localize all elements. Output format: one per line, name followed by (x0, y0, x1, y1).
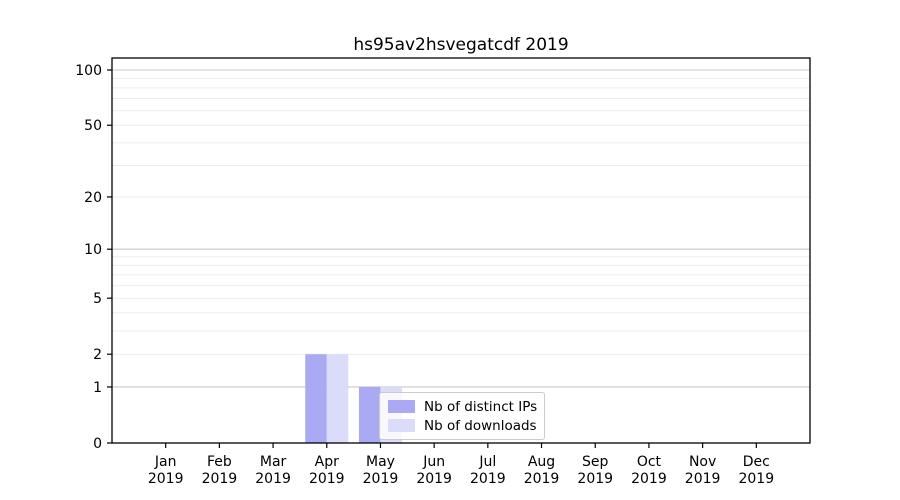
bar-apr-distinct-ips (305, 354, 327, 443)
x-tick-label-year-may: 2019 (363, 471, 399, 487)
x-tick-label-month-jul: Jul (478, 454, 496, 470)
x-tick-label-year-feb: 2019 (202, 471, 238, 487)
plot-border (111, 57, 811, 444)
x-tick-label-month-mar: Mar (260, 454, 287, 470)
x-tick-label-month-aug: Aug (528, 454, 555, 470)
y-tick-label-50: 50 (84, 118, 102, 134)
x-tick-label-year-jun: 2019 (416, 471, 452, 487)
y-tick-label-1: 1 (93, 380, 102, 396)
x-tick-label-month-dec: Dec (743, 454, 770, 470)
bar-apr-downloads (326, 354, 349, 443)
x-tick-label-month-jun: Jun (422, 454, 445, 470)
x-tick-label-year-aug: 2019 (524, 471, 560, 487)
x-tick-label-month-apr: Apr (315, 454, 339, 470)
legend-label-distinct-ips: Nb of distinct IPs (424, 398, 538, 415)
x-tick-label-year-oct: 2019 (631, 471, 667, 487)
bar-may-distinct-ips (358, 386, 381, 443)
legend-item-downloads: Nb of downloads (388, 417, 537, 434)
chart-title: hs95av2hsvegatcdf 2019 (353, 35, 569, 55)
x-tick-label-year-apr: 2019 (309, 471, 345, 487)
y-tick-label-10: 10 (84, 242, 102, 258)
x-tick-label-year-nov: 2019 (685, 471, 721, 487)
legend-swatch-downloads (388, 419, 415, 432)
x-tick-label-month-nov: Nov (689, 454, 716, 470)
legend-label-downloads: Nb of downloads (424, 417, 537, 434)
x-tick-label-year-sep: 2019 (577, 471, 613, 487)
x-tick-label-month-feb: Feb (207, 454, 232, 470)
y-tick-label-2: 2 (93, 347, 102, 363)
x-tick-label-month-oct: Oct (637, 454, 662, 470)
legend: Nb of distinct IPs Nb of downloads (379, 392, 545, 440)
legend-item-distinct-ips: Nb of distinct IPs (388, 398, 538, 415)
x-tick-label-month-may: May (366, 454, 395, 470)
x-tick-label-year-mar: 2019 (255, 471, 291, 487)
y-tick-label-20: 20 (84, 190, 102, 206)
x-tick-label-year-jul: 2019 (470, 471, 506, 487)
x-tick-label-year-jan: 2019 (148, 471, 184, 487)
x-tick-label-month-sep: Sep (582, 454, 609, 470)
y-tick-label-0: 0 (93, 436, 102, 452)
y-tick-label-5: 5 (93, 291, 102, 307)
legend-swatch-distinct-ips (388, 400, 415, 413)
x-tick-label-month-jan: Jan (154, 454, 177, 470)
y-tick-label-100: 100 (75, 63, 102, 79)
x-tick-label-year-dec: 2019 (738, 471, 774, 487)
